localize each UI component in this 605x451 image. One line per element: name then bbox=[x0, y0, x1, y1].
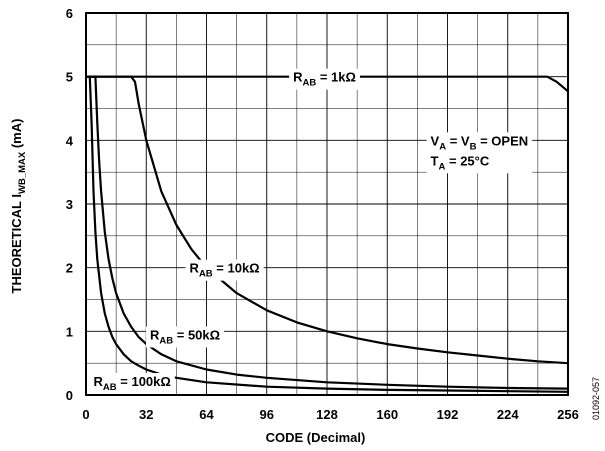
y-tick-label: 1 bbox=[66, 324, 73, 339]
x-tick-label: 160 bbox=[376, 407, 398, 422]
y-tick-label: 6 bbox=[66, 6, 73, 21]
x-tick-label: 0 bbox=[82, 407, 89, 422]
y-tick-label: 0 bbox=[66, 388, 73, 403]
conditions-line: VA = VB = OPEN bbox=[431, 133, 529, 152]
y-tick-labels: 0 1 2 3 4 5 6 bbox=[66, 6, 74, 403]
series-line-rab-50k bbox=[86, 75, 569, 390]
x-tick-label: 32 bbox=[139, 407, 153, 422]
series-line-rab-100k bbox=[86, 75, 569, 393]
x-tick-label: 128 bbox=[316, 407, 338, 422]
plot-border bbox=[85, 12, 569, 396]
x-tick-label: 192 bbox=[437, 407, 459, 422]
conditions-line: TA = 25°C bbox=[431, 153, 490, 172]
series-labels: RAB = 1kΩ RAB = 10kΩ RAB = 50kΩ RAB = 100kΩ bbox=[89, 68, 360, 394]
plot-frame bbox=[85, 12, 569, 396]
y-tick-label: 4 bbox=[66, 133, 74, 148]
y-tick-label: 3 bbox=[66, 197, 73, 212]
x-axis-label: CODE (Decimal) bbox=[266, 430, 366, 445]
conditions-bg bbox=[426, 132, 533, 174]
x-tick-label: 256 bbox=[557, 407, 579, 422]
series-label-bg bbox=[146, 326, 225, 348]
series-label-bg bbox=[289, 68, 360, 90]
figure-id: 01092-057 bbox=[591, 377, 601, 420]
x-tick-label: 224 bbox=[497, 407, 519, 422]
series-label-bg bbox=[185, 259, 264, 281]
y-axis-label: THEORETICAL IWB_MAX (mA) bbox=[9, 119, 28, 294]
series-label-bg bbox=[89, 372, 175, 394]
x-tick-labels: 0 32 64 96 128 160 192 224 256 bbox=[82, 407, 578, 422]
series-label-rab-10k: RAB = 10kΩ bbox=[190, 261, 260, 280]
series-label-rab-1k: RAB = 1kΩ bbox=[293, 70, 356, 89]
y-tick-label: 5 bbox=[66, 70, 73, 85]
y-tick-label: 2 bbox=[66, 261, 73, 276]
series-label-rab-100k: RAB = 100kΩ bbox=[94, 374, 171, 393]
x-tick-label: 96 bbox=[260, 407, 274, 422]
series-label-rab-50k: RAB = 50kΩ bbox=[150, 328, 220, 347]
x-tick-label: 64 bbox=[199, 407, 214, 422]
